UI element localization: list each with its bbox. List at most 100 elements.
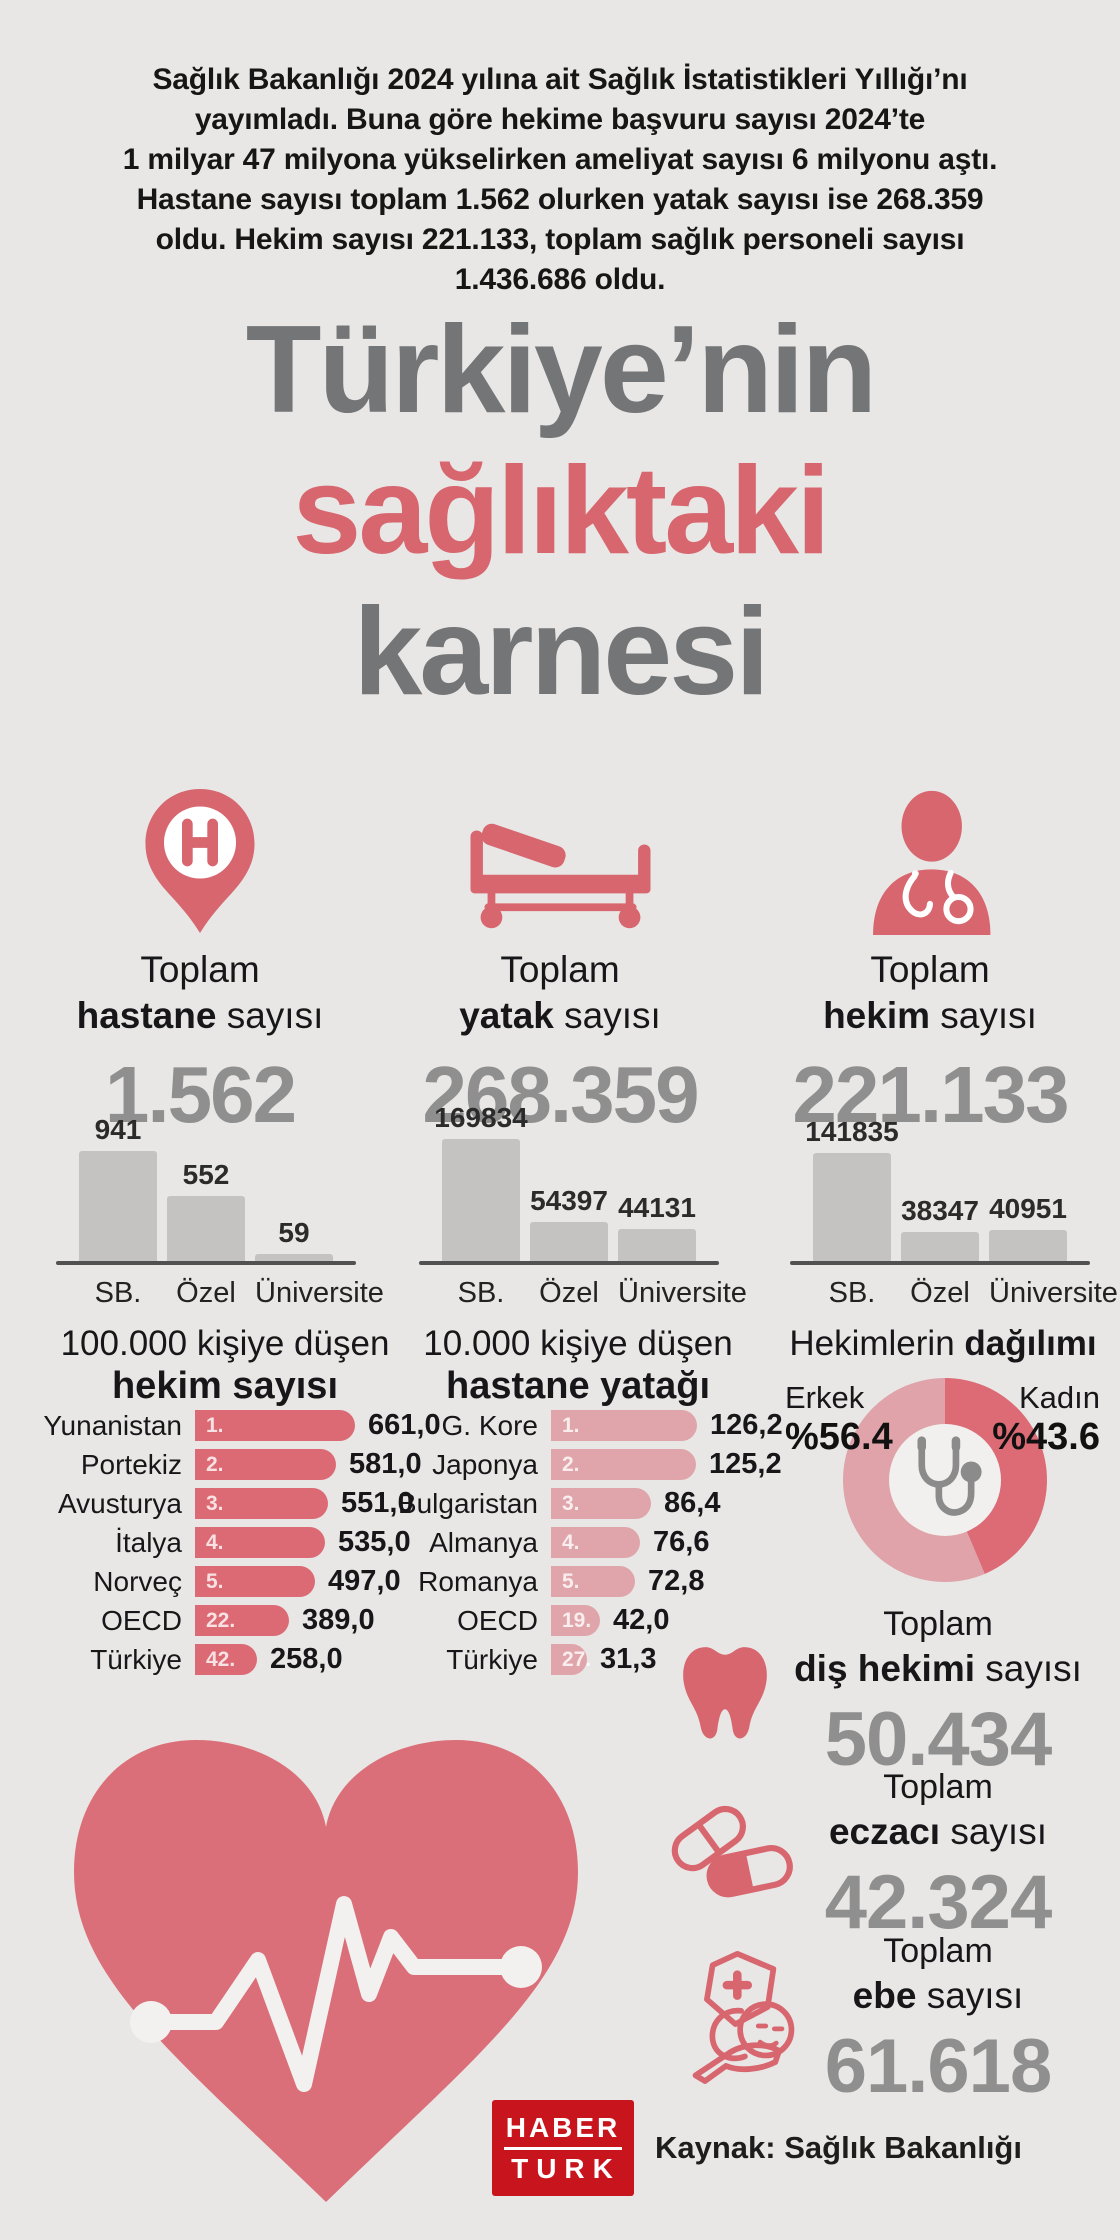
stat-yatak: Toplam yatak sayısı 268.359 [380, 785, 740, 1141]
hospital-pin-icon [20, 785, 380, 935]
page-title: Türkiye’nin sağlıktaki karnesi [0, 300, 1120, 723]
rank-bar: 3. [551, 1488, 651, 1519]
rank-bar: 5. [551, 1566, 635, 1597]
bar-sb [813, 1153, 891, 1261]
pills-icon [660, 1798, 800, 1907]
bar-value: 552 [182, 1159, 230, 1190]
bar-value: 54397 [530, 1185, 608, 1216]
haberturk-logo: HABER TURK [492, 2100, 634, 2196]
bar-value: 44131 [618, 1192, 696, 1223]
rank-bar: 22. [195, 1605, 289, 1636]
midwife-icon [682, 1950, 804, 2107]
rank-row: OECD 22. 389,0 [101, 1604, 375, 1636]
bar-sb [442, 1139, 520, 1261]
bar-value: 40951 [989, 1193, 1067, 1224]
stat-label-top: Toplam [140, 949, 260, 990]
rank-chart-yatak: G. Kore 1. 126,2 Japonya 2. 125,2 Bulgarista… [396, 1409, 783, 1683]
total-value-dis-hekimi: 50.434 [824, 1697, 1052, 1782]
tooth-icon [678, 1642, 772, 1753]
stat-label: hastane sayısı [76, 995, 324, 1036]
rank-row: Türkiye 27. 31,3 [446, 1643, 657, 1675]
title-line-3: karnesi [353, 583, 769, 721]
total-ebe: Toplam ebe sayısı 61.618 [768, 1932, 1108, 2110]
total-value-eczaci: 42.324 [824, 1860, 1052, 1945]
donut-label-kadin: Kadın %43.6 [992, 1380, 1100, 1458]
rank-bar: 4. [195, 1527, 325, 1558]
bar-ozel [167, 1196, 245, 1261]
rank-bar: 42. [195, 1644, 257, 1675]
mini-chart-hekim: 141835 38347 40951 SB. Özel Üniversite [790, 1106, 1118, 1310]
rank-row: Japonya 2. 125,2 [432, 1448, 782, 1480]
donut-chart [843, 1378, 1047, 1582]
stat-value-hekim: 221.133 [792, 1050, 1069, 1139]
rank-bar: 2. [551, 1449, 696, 1480]
bar-value: 941 [94, 1114, 142, 1145]
rank-row: İtalya 4. 535,0 [115, 1526, 411, 1558]
bar-universite [989, 1230, 1067, 1261]
source-text: Kaynak: Sağlık Bakanlığı [655, 2130, 1022, 2165]
title-line-2: sağlıktaki [292, 442, 830, 580]
bar-ozel [530, 1222, 608, 1261]
axis-line [790, 1261, 1090, 1265]
stat-value-hastane: 1.562 [104, 1050, 297, 1139]
stat-label: yatak sayısı [459, 995, 661, 1036]
category-label: Özel [539, 1277, 599, 1309]
rank-bar: 4. [551, 1527, 640, 1558]
rank-row: Türkiye 42. 258,0 [90, 1643, 343, 1675]
stat-hekim: Toplam hekim sayısı 221.133 [750, 785, 1110, 1141]
category-label: Özel [176, 1277, 236, 1309]
rank-chart-hekim: Yunanistan 1. 661,0 Portekiz 2. 581,0 Avustu… [40, 1409, 441, 1683]
title-line-1: Türkiye’nin [245, 301, 877, 439]
rank-bar: 19. [551, 1605, 600, 1636]
stethoscope-icon [916, 1435, 982, 1516]
doctor-icon [750, 785, 1110, 935]
stat-value-yatak: 268.359 [422, 1050, 699, 1139]
hospital-bed-icon [380, 785, 740, 935]
category-label: Üniversite [989, 1277, 1118, 1309]
rank-row: G. Kore 1. 126,2 [441, 1409, 783, 1441]
total-eczaci: Toplam eczacı sayısı 42.324 [768, 1768, 1108, 1946]
header-summary-text: Sağlık Bakanlığı 2024 yılına ait Sağlık … [122, 63, 998, 296]
axis-line [419, 1261, 719, 1265]
category-label: Üniversite [618, 1277, 747, 1309]
bar-value: 141835 [805, 1116, 899, 1147]
category-label: SB. [828, 1277, 876, 1309]
bar-value: 169834 [434, 1102, 528, 1133]
stat-hastane: Toplam hastane sayısı 1.562 [20, 785, 380, 1141]
rank-bar: 5. [195, 1566, 315, 1597]
rank-bar: 1. [551, 1410, 697, 1441]
donut-label-erkek: Erkek %56.4 [785, 1380, 893, 1458]
rank-row: Bulgaristan 3. 86,4 [397, 1487, 721, 1519]
category-label: Özel [910, 1277, 970, 1309]
rank-row: Norveç 5. 497,0 [93, 1565, 401, 1597]
donut-hole [889, 1424, 1001, 1536]
rank-bar: 3. [195, 1488, 328, 1519]
rank-chart-title-hekim: 100.000 kişiye düşen hekim sayısı [60, 1324, 390, 1407]
heart-ekg-icon [66, 1732, 586, 2224]
stat-label: hekim sayısı [823, 995, 1037, 1036]
rank-row: Yunanistan 1. 661,0 [43, 1409, 441, 1441]
bar-value: 59 [278, 1217, 310, 1248]
category-label: Üniversite [255, 1277, 384, 1309]
rank-bar: 2. [195, 1449, 336, 1480]
rank-row: Romanya 5. 72,8 [418, 1565, 705, 1597]
bar-sb [79, 1151, 157, 1261]
stat-label-top: Toplam [870, 949, 990, 990]
total-dis-hekimi: Toplam diş hekimi sayısı 50.434 [768, 1605, 1108, 1783]
bar-ozel [901, 1232, 979, 1261]
bar-value: 38347 [901, 1195, 979, 1226]
rank-bar: 1. [195, 1410, 355, 1441]
donut-title: Hekimlerin dağılımı [789, 1324, 1097, 1363]
rank-row: Avusturya 3. 551,0 [58, 1487, 414, 1519]
bar-universite [255, 1254, 333, 1261]
mini-chart-hastane: 941 552 59 SB. Özel Üniversite [56, 1106, 384, 1310]
category-label: SB. [457, 1277, 505, 1309]
axis-line [56, 1261, 356, 1265]
rank-chart-title-yatak: 10.000 kişiye düşen hastane yatağı [423, 1324, 733, 1407]
bar-universite [618, 1229, 696, 1261]
rank-row: OECD 19. 42,0 [457, 1604, 670, 1636]
rank-bar: 27. [551, 1644, 591, 1675]
mini-chart-yatak: 169834 54397 44131 SB. Özel Üniversite [419, 1102, 747, 1310]
rank-row: Portekiz 2. 581,0 [80, 1448, 422, 1480]
